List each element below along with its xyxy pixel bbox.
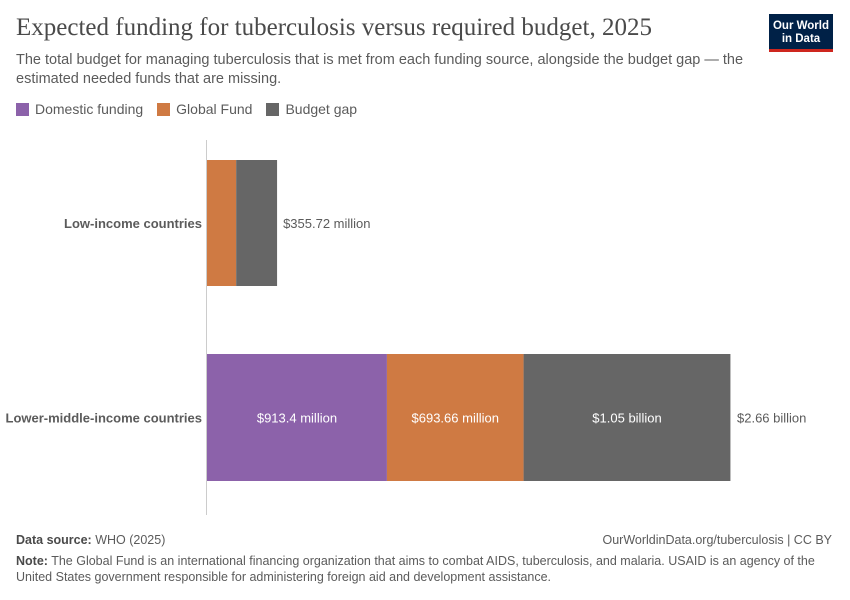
category-label: Lower-middle-income countries bbox=[6, 411, 202, 426]
category-label: Low-income countries bbox=[64, 216, 202, 231]
legend-swatch bbox=[266, 102, 280, 116]
source-label: Data source: bbox=[16, 533, 92, 547]
bar-segment bbox=[236, 160, 278, 286]
total-label: $2.66 billion bbox=[737, 411, 806, 426]
owid-logo[interactable]: Our World in Data bbox=[769, 14, 833, 52]
legend: Domestic funding Global Fund Budget gap bbox=[16, 101, 357, 117]
source-url[interactable]: OurWorldinData.org/tuberculosis | CC BY bbox=[602, 533, 833, 547]
legend-label: Domestic funding bbox=[35, 101, 144, 117]
legend-item[interactable]: Global Fund bbox=[157, 101, 252, 117]
legend-item[interactable]: Domestic funding bbox=[16, 101, 143, 117]
legend-label: Budget gap bbox=[285, 101, 358, 117]
legend-swatch bbox=[157, 102, 171, 116]
note-text: The Global Fund is an international fina… bbox=[16, 554, 815, 584]
bar-value-label: $913.4 million bbox=[257, 411, 337, 426]
chart-title: Expected funding for tuberculosis versus… bbox=[16, 14, 652, 41]
bar-segment bbox=[207, 160, 237, 286]
bar-segment bbox=[386, 354, 524, 481]
total-label: $355.72 million bbox=[283, 216, 370, 231]
chart-subtitle: The total budget for managing tuberculos… bbox=[16, 52, 744, 87]
legend-item[interactable]: Budget gap bbox=[266, 101, 357, 117]
note-label: Note: bbox=[16, 554, 48, 568]
bar-segment bbox=[207, 354, 387, 481]
legend-swatch bbox=[16, 102, 29, 116]
bar-segment bbox=[523, 354, 731, 481]
legend-label: Global Fund bbox=[176, 101, 253, 117]
note: Note: The Global Fund is an internationa… bbox=[16, 553, 826, 585]
bar-value-label: $1.05 billion bbox=[592, 411, 661, 426]
source-value[interactable]: WHO (2025) bbox=[95, 533, 166, 547]
data-source: Data source: WHO (2025) bbox=[16, 533, 165, 547]
bar-value-label: $693.66 million bbox=[412, 411, 499, 426]
